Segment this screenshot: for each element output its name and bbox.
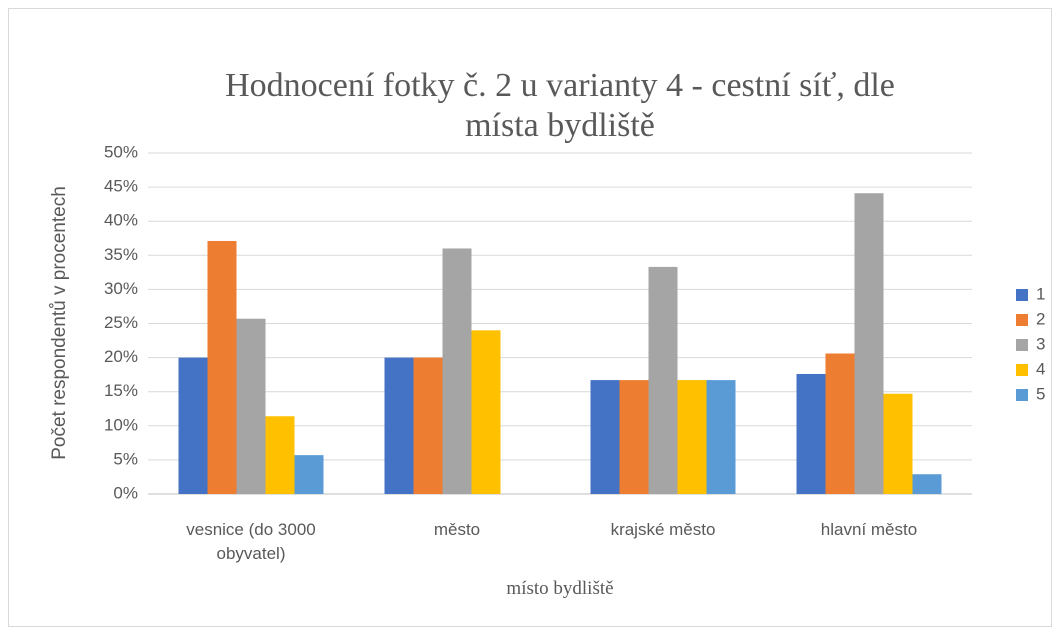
legend-label: 1 — [1036, 284, 1045, 303]
bar — [706, 380, 736, 494]
y-tick-label: 25% — [104, 313, 138, 332]
bar — [413, 357, 443, 494]
x-axis-title: místo bydliště — [506, 578, 614, 599]
y-tick-label: 20% — [104, 347, 138, 366]
bar — [825, 353, 855, 494]
y-tick-label: 40% — [104, 211, 138, 230]
bar — [236, 318, 266, 494]
bar — [590, 380, 620, 494]
y-tick-label: 50% — [104, 142, 138, 161]
legend-label: 2 — [1036, 309, 1045, 328]
bar — [471, 330, 501, 494]
bar — [854, 193, 884, 494]
bar — [178, 357, 208, 494]
x-tick-label: vesnice (do 3000 obyvatel) — [186, 520, 316, 563]
legend-label: 4 — [1036, 359, 1045, 378]
y-tick-label: 30% — [104, 279, 138, 298]
y-tick-label: 5% — [113, 449, 138, 468]
legend-swatch — [1016, 389, 1028, 401]
bar — [883, 393, 913, 494]
bar — [384, 357, 414, 494]
bar — [265, 416, 295, 494]
y-tick-label: 45% — [104, 177, 138, 196]
bar — [294, 455, 324, 494]
x-tick-label: krajské město — [610, 520, 716, 539]
bar — [912, 474, 942, 494]
legend-swatch — [1016, 364, 1028, 376]
legend-label: 3 — [1036, 334, 1045, 353]
bar — [442, 248, 472, 494]
bar — [619, 380, 649, 494]
x-tick-label: hlavní město — [820, 520, 918, 539]
bar — [677, 380, 707, 494]
y-tick-label: 15% — [104, 381, 138, 400]
x-tick-label: město — [433, 520, 481, 539]
legend-swatch — [1016, 339, 1028, 351]
chart-title: Hodnocení fotky č. 2 u varianty 4 - cest… — [225, 67, 895, 144]
legend-label: 5 — [1036, 384, 1045, 403]
bar — [207, 240, 237, 494]
legend-swatch — [1016, 314, 1028, 326]
legend-swatch — [1016, 289, 1028, 301]
y-tick-label: 0% — [113, 483, 138, 502]
y-tick-label: 10% — [104, 415, 138, 434]
bar — [648, 266, 678, 494]
y-axis-title: Počet respondentů v procentech — [49, 186, 70, 460]
y-tick-label: 35% — [104, 245, 138, 264]
bar — [796, 373, 826, 494]
